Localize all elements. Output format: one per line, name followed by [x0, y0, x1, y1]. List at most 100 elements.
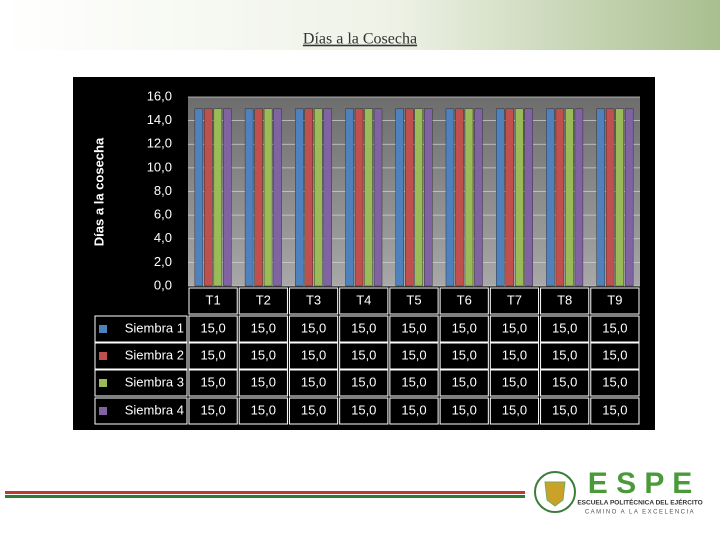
x-tick-label: T2	[256, 292, 271, 307]
data-label: 15,0	[502, 347, 527, 362]
data-label: 15,0	[200, 347, 225, 362]
bar	[414, 108, 423, 287]
bar	[254, 108, 263, 287]
bar	[354, 108, 364, 287]
bar	[314, 108, 323, 287]
y-tick-label: 6,0	[154, 207, 172, 222]
bar	[605, 108, 615, 287]
bar	[505, 108, 514, 287]
data-label: 15,0	[552, 320, 577, 335]
table-cell	[439, 369, 489, 397]
x-tick-label: T6	[457, 292, 472, 307]
bar	[345, 108, 354, 287]
y-tick-label: 0,0	[154, 277, 172, 292]
bar	[395, 108, 404, 287]
data-label: 15,0	[251, 374, 276, 389]
data-label: 15,0	[251, 402, 276, 417]
bar	[364, 108, 373, 287]
y-axis-label: Días a la cosecha	[91, 137, 106, 246]
table-cell	[590, 369, 640, 397]
y-tick-label: 10,0	[147, 159, 172, 174]
table-cell	[590, 342, 640, 370]
bar	[295, 108, 304, 287]
table-cell	[288, 342, 339, 370]
data-label: 15,0	[251, 347, 276, 362]
table-cell	[489, 342, 540, 370]
y-tick-label: 4,0	[154, 230, 172, 245]
table-cell	[94, 315, 188, 343]
data-label: 15,0	[251, 320, 276, 335]
x-tick-label: T4	[356, 292, 371, 307]
data-label: 15,0	[552, 374, 577, 389]
data-label: 15,0	[602, 347, 627, 362]
footer-stripe-green	[5, 495, 525, 498]
legend-label: Siembra 4	[125, 402, 184, 417]
bar	[213, 108, 223, 287]
bar	[524, 108, 533, 287]
legend-key	[99, 352, 107, 360]
bar	[223, 108, 232, 287]
table-cell	[389, 369, 439, 397]
bar	[615, 108, 624, 287]
bar	[514, 108, 524, 287]
legend-key	[99, 379, 107, 387]
y-tick-label: 8,0	[154, 183, 172, 198]
table-cell	[238, 369, 288, 397]
table-cell	[238, 397, 288, 425]
table-cell	[439, 287, 489, 315]
legend-key	[99, 407, 107, 415]
logo-line2: CAMINO A LA EXCELENCIA	[585, 510, 695, 516]
table-cell	[439, 342, 489, 370]
data-label: 15,0	[452, 320, 477, 335]
data-label: 15,0	[351, 402, 376, 417]
data-label: 15,0	[502, 374, 527, 389]
bar	[495, 108, 505, 287]
bar	[263, 108, 273, 287]
table-cell	[439, 397, 489, 425]
table-cell	[489, 287, 540, 315]
bar	[624, 108, 634, 287]
table-cell	[540, 397, 590, 425]
bar	[464, 108, 474, 287]
x-tick-label: T3	[306, 292, 321, 307]
table-cell	[339, 369, 389, 397]
table-cell	[238, 287, 288, 315]
banner	[0, 0, 720, 50]
table-cell	[94, 369, 188, 397]
data-label: 15,0	[401, 402, 426, 417]
x-tick-label: T8	[557, 292, 572, 307]
data-label: 15,0	[452, 402, 477, 417]
data-label: 15,0	[602, 374, 627, 389]
legend-label: Siembra 3	[125, 374, 184, 389]
data-label: 15,0	[200, 374, 225, 389]
table-cell	[590, 397, 640, 425]
bar	[194, 108, 204, 287]
bar	[244, 108, 254, 287]
logo-shield	[544, 481, 566, 507]
bar	[373, 108, 383, 287]
bar	[273, 108, 282, 287]
data-label: 15,0	[351, 347, 376, 362]
bar	[546, 108, 555, 287]
legend-label: Siembra 1	[125, 320, 184, 335]
table-cell	[288, 287, 339, 315]
bar	[555, 108, 565, 287]
table-cell	[339, 315, 389, 343]
bar	[455, 108, 464, 287]
table-cell	[339, 342, 389, 370]
legend-key	[99, 325, 107, 333]
table-cell	[188, 287, 238, 315]
table-cell	[288, 315, 339, 343]
table-cell	[389, 315, 439, 343]
data-label: 15,0	[301, 374, 326, 389]
data-label: 15,0	[401, 374, 426, 389]
table-cell	[590, 315, 640, 343]
table-cell	[188, 397, 238, 425]
table-cell	[188, 369, 238, 397]
table-cell	[94, 397, 188, 425]
table-cell	[439, 315, 489, 343]
data-label: 15,0	[401, 347, 426, 362]
bar	[445, 108, 455, 287]
table-cell	[238, 342, 288, 370]
bar	[204, 108, 213, 287]
